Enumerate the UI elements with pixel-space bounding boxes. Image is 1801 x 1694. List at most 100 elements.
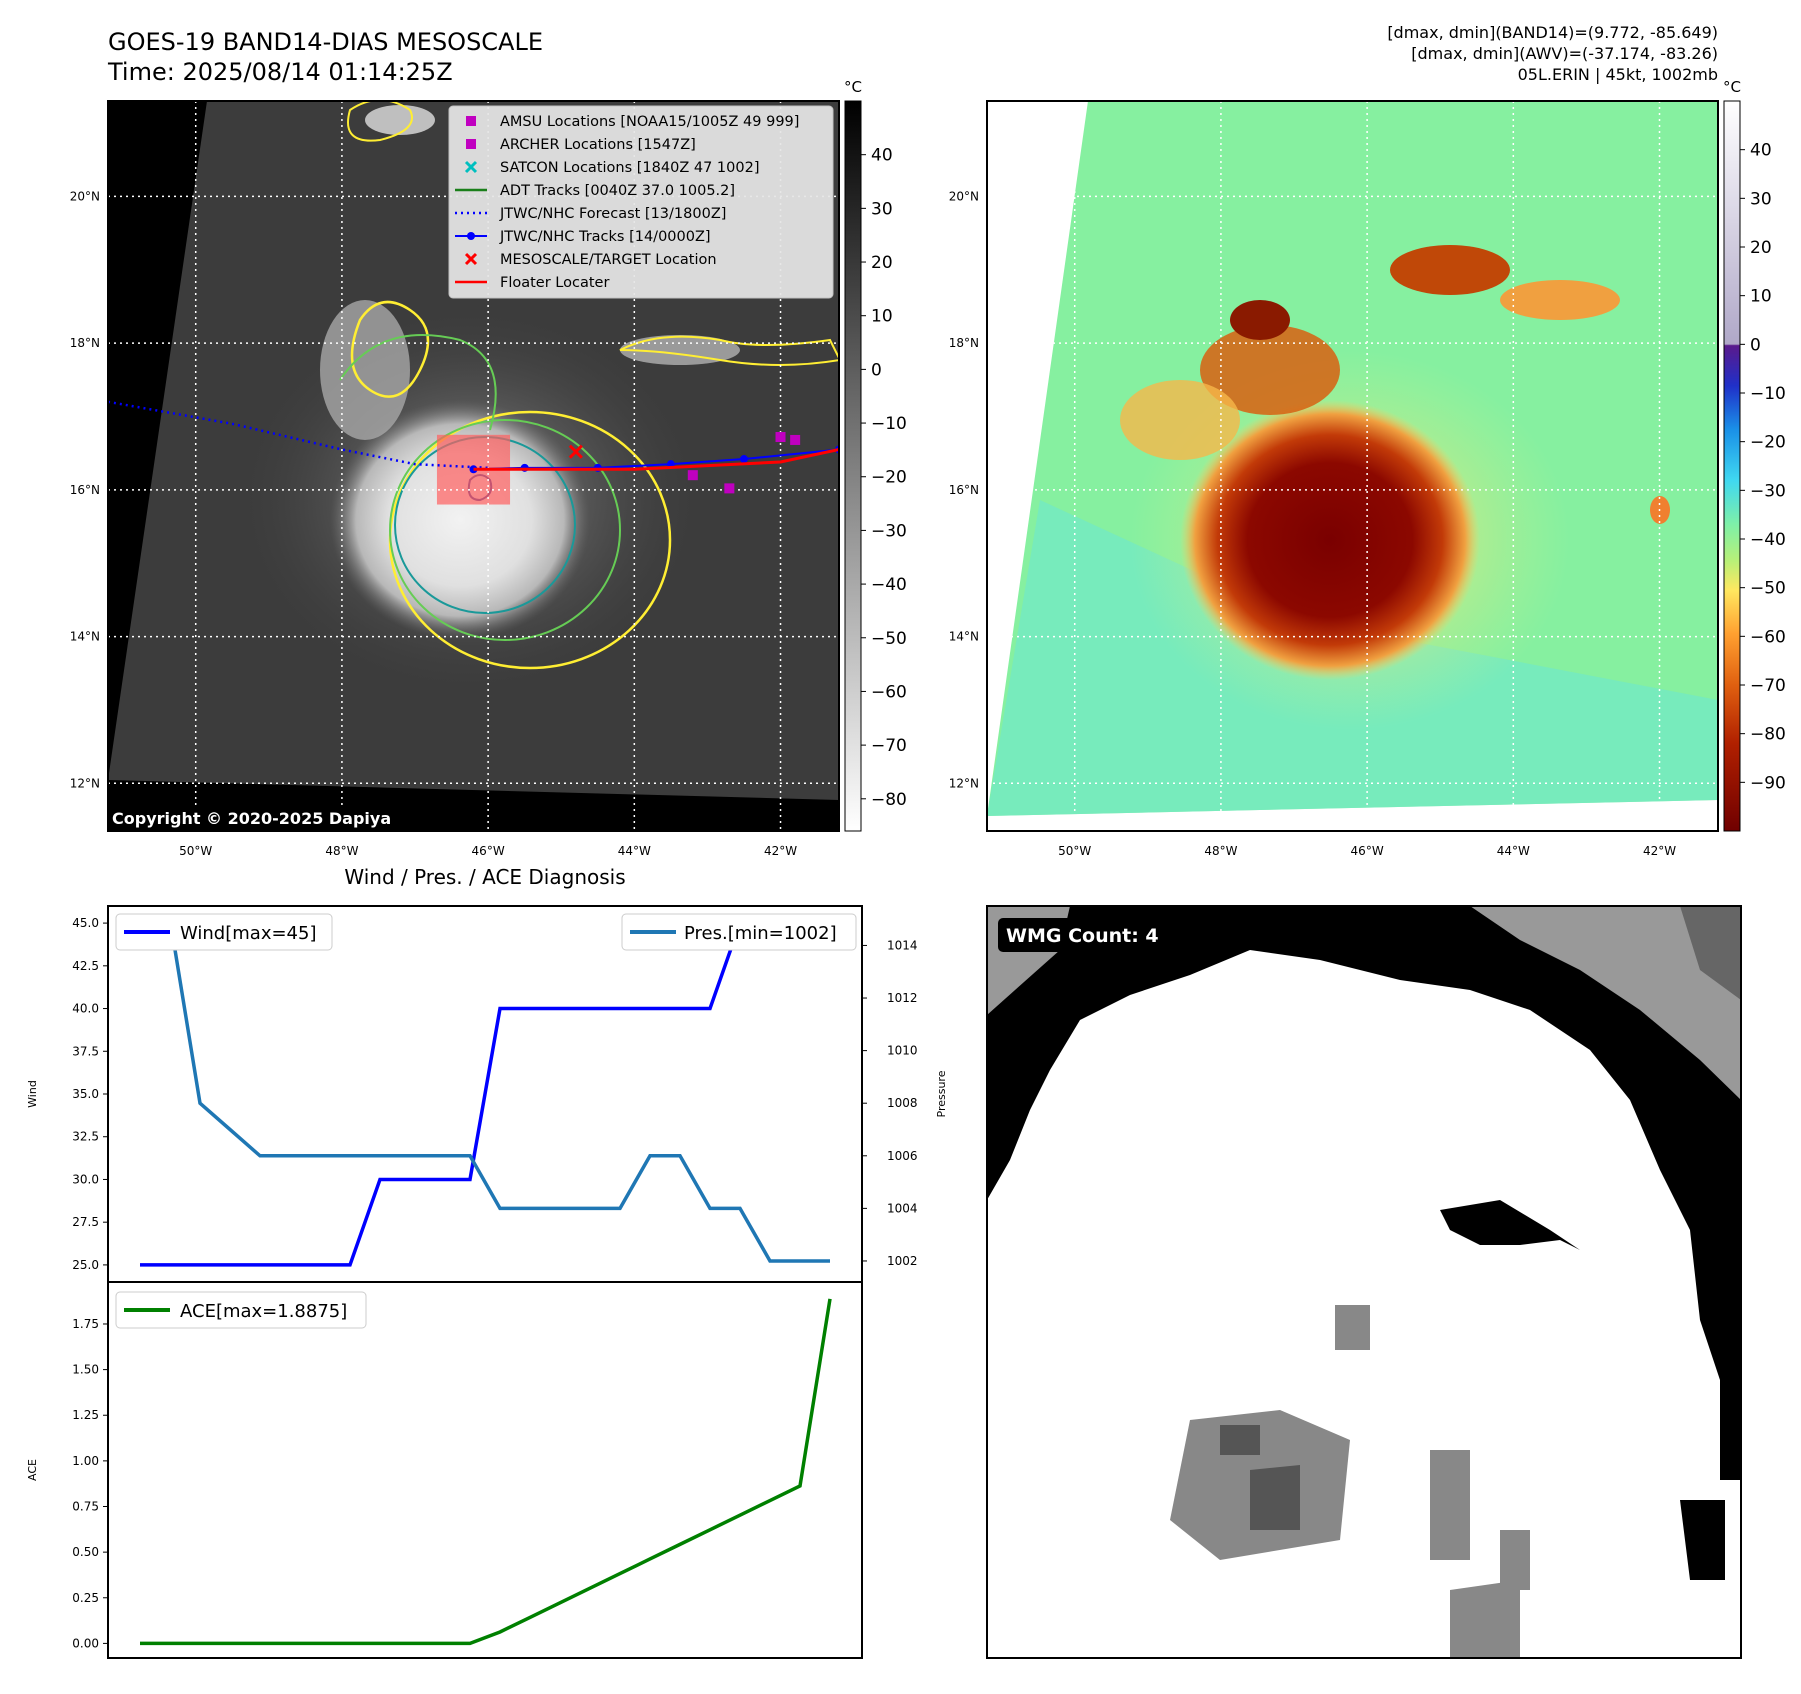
wind-tick-label: 30.0 (72, 1172, 99, 1186)
ace-tick-label: 1.50 (72, 1363, 99, 1377)
ace-tick-label: 0.75 (72, 1500, 99, 1514)
wmg-count-label: WMG Count: 4 (1006, 925, 1159, 947)
awv-lat-label: 12°N (949, 776, 979, 790)
diagnosis-ticks: 45.0 42.5 40.0 37.5 35.0 32.5 30.0 27.5 25.0 1014… (72, 916, 917, 1650)
ir-lat-label: 12°N (70, 776, 100, 790)
diagnosis-title: Wind / Pres. / ACE Diagnosis (344, 865, 625, 889)
ir-lat-label: 14°N (70, 630, 100, 644)
pressure-tick-label: 1004 (887, 1201, 918, 1215)
legend-marker (464, 160, 478, 174)
mesoscale-target-marker (568, 444, 583, 459)
floater-locater-line (473, 448, 839, 471)
ir-colorbar-tick-label: −10 (871, 414, 907, 434)
ace-axes (107, 1281, 863, 1659)
pressure-tick-label: 1014 (887, 938, 918, 952)
awv-colorbar-tick-label: −70 (1750, 676, 1786, 696)
awv-lat-label: 20°N (949, 189, 979, 203)
pressure-legend-box (621, 913, 857, 951)
awv-cell-far-east (1500, 280, 1620, 320)
wind-legend: Wind[max=45] (115, 913, 333, 951)
awv-colorbar-tick-label: 30 (1750, 189, 1772, 209)
legend-label: ADT Tracks [0040Z 37.0 1005.2] (500, 183, 735, 199)
awv-colorbar-tick-label: −50 (1750, 579, 1786, 599)
awv-lat-label: 16°N (949, 483, 979, 497)
ir-lon-label: 42°W (764, 844, 797, 858)
ir-contour-north (347, 101, 413, 142)
legend-marker-dot (467, 232, 475, 240)
awv-stats: [dmax, dmin](AWV)=(-37.174, -83.26) (1411, 44, 1718, 63)
ir-colorbar-tick-label: 10 (871, 307, 893, 327)
ace-tick-label: 0.50 (72, 1545, 99, 1559)
awv-colorbar (1723, 100, 1741, 832)
ir-nodata-left (108, 101, 207, 780)
legend-label: JTWC/NHC Tracks [14/0000Z] (499, 229, 711, 245)
awv-gridlines: 50°W 48°W 46°W 44°W 42°W 20°N 18°N 16°N 14°N 12°N (949, 101, 1718, 858)
diagnosis-chart: Wind / Pres. / ACE Diagnosis 45.0 42.5 40.… (26, 865, 948, 1659)
wmg-panel: WMG Count: 4 (986, 905, 1742, 1659)
ir-colorbar-tick-label: −80 (871, 790, 907, 810)
figure-title: GOES-19 BAND14-DIAS MESOSCALE (108, 28, 543, 56)
wind-tick-label: 42.5 (72, 959, 99, 973)
wind-tick-label: 40.0 (72, 1002, 99, 1016)
ace-legend-label: ACE[max=1.8875] (180, 1301, 347, 1322)
awv-colorbar-tick-label: 20 (1750, 238, 1772, 258)
figure-time: Time: 2025/08/14 01:14:25Z (107, 58, 453, 86)
ir-legend-items: AMSU Locations [NOAA15/1005Z 49 999] ARCH… (455, 114, 799, 291)
awv-cell-east (1390, 245, 1510, 295)
ir-lon-label: 46°W (472, 844, 505, 858)
ir-contour-east (619, 335, 839, 366)
wmg-black-inner (1440, 1200, 1580, 1250)
legend-label: ARCHER Locations [1547Z] (500, 137, 696, 153)
ir-legend: AMSU Locations [NOAA15/1005Z 49 999] ARCH… (448, 105, 834, 299)
ir-colorbar-tick-label: 20 (871, 253, 893, 273)
ir-colorbar-tick-label: 30 (871, 199, 893, 219)
ace-series-line (140, 1298, 832, 1646)
ir-colorbar-tick-label: −40 (871, 575, 907, 595)
ace-tick-label: 1.00 (72, 1454, 99, 1468)
awv-map: 50°W 48°W 46°W 44°W 42°W 20°N 18°N 16°N 14°N 12°N… (949, 78, 1786, 858)
legend-label: JTWC/NHC Forecast [13/1800Z] (499, 206, 726, 222)
ir-colorbar-tick-label: −70 (871, 736, 907, 756)
amsu-location-marker (687, 470, 698, 481)
pressure-legend-label: Pres.[min=1002] (684, 923, 837, 944)
ir-colorbar-tick-label: −30 (871, 521, 907, 541)
ir-colorbar-tick-label: 0 (871, 360, 882, 380)
amsu-location-marker (724, 483, 735, 494)
ir-legend-box (448, 105, 834, 299)
wind-axis-label: Wind (26, 1080, 39, 1108)
awv-colorbar-tick-label: 0 (1750, 335, 1761, 355)
storm-summary: 05L.ERIN | 45kt, 1002mb (1518, 65, 1718, 84)
ace-tick-label: 1.25 (72, 1408, 99, 1422)
awv-lat-label: 18°N (949, 336, 979, 350)
wmg-black-south (1680, 1500, 1725, 1580)
ir-contour-band (350, 300, 430, 398)
ir-lat-label: 20°N (70, 189, 100, 203)
pressure-series-line (140, 917, 830, 1263)
awv-lat-label: 14°N (949, 630, 979, 644)
ir-cloud-north (365, 105, 435, 135)
pressure-legend: Pres.[min=1002] (621, 913, 857, 951)
wmg-label-box (998, 918, 1188, 952)
ir-map: 50°W 48°W 46°W 44°W 42°W 20°N 18°N 16°N 14°N 12°N… (70, 78, 907, 858)
awv-colorbar-tick-label: −80 (1750, 725, 1786, 745)
awv-colorbar-tick-label: −10 (1750, 384, 1786, 404)
amsu-location-marker (790, 434, 801, 445)
wind-tick-label: 35.0 (72, 1087, 99, 1101)
forecast-track-line (108, 400, 489, 470)
ir-colorbar-tick-label: −60 (871, 682, 907, 702)
ir-contour-green (389, 419, 621, 641)
ace-axis-label: ACE (26, 1459, 39, 1481)
amsu-location-marker (775, 432, 786, 443)
wind-tick-label: 37.5 (72, 1044, 99, 1058)
awv-colorbar-tick-label: 40 (1750, 141, 1772, 161)
awv-lon-label: 42°W (1643, 844, 1676, 858)
awv-band-core (1230, 300, 1290, 340)
ace-tick-label: 1.75 (72, 1317, 99, 1331)
wmg-gray-ne (1470, 906, 1741, 1100)
pressure-tick-label: 1006 (887, 1149, 918, 1163)
ir-lon-label: 48°W (325, 844, 358, 858)
legend-label: MESOSCALE/TARGET Location (500, 252, 717, 268)
ir-colorbar-tick-label: −50 (871, 629, 907, 649)
